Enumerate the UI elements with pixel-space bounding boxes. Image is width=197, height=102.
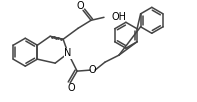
Text: O: O	[76, 1, 84, 11]
Text: OH: OH	[112, 12, 127, 22]
Text: N: N	[64, 48, 72, 58]
Text: O: O	[88, 65, 96, 75]
Text: O: O	[67, 83, 75, 93]
